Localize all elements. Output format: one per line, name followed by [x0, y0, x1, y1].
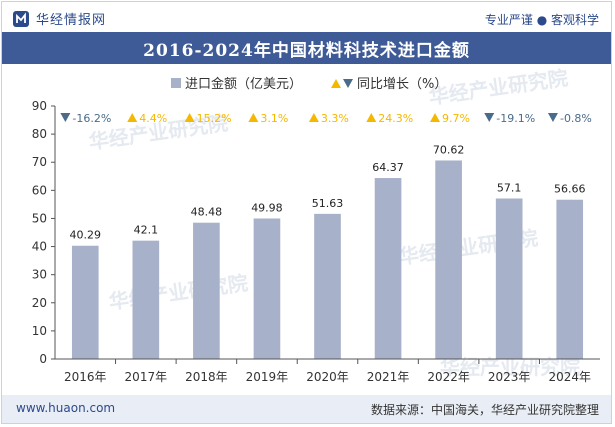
y-tick-label: 10: [32, 324, 47, 338]
x-tick-label: 2018年: [185, 370, 228, 384]
tagline: 专业严谨 ● 客观科学: [484, 13, 599, 27]
legend-up-triangle-icon: [331, 79, 341, 88]
growth-up-triangle-icon: [308, 113, 319, 122]
x-tick-label: 2023年: [488, 370, 531, 384]
y-tick-label: 40: [32, 240, 47, 254]
footer: www.huaon.com 数据来源：中国海关，华经产业研究院整理: [2, 395, 611, 423]
top-bar: 华经情报网 专业严谨 ● 客观科学: [2, 2, 611, 32]
bar[interactable]: [71, 245, 99, 359]
watermark-text-2: 华经产业研究院: [107, 271, 249, 314]
growth-down-triangle-icon: [60, 113, 71, 122]
x-tick-label: 2017年: [125, 370, 168, 384]
y-tick-label: 70: [32, 155, 47, 169]
legend: 进口金额（亿美元） 同比增长（%）: [171, 76, 447, 92]
bar-value-label: 42.1: [134, 224, 159, 237]
bar-value-label: 64.37: [372, 161, 404, 174]
footer-source: 数据来源：中国海关，华经产业研究院整理: [370, 403, 599, 417]
bar[interactable]: [556, 199, 584, 359]
growth-label: 3.1%: [260, 112, 288, 125]
brand[interactable]: 华经情报网: [12, 9, 106, 28]
growth-label: 15.2%: [197, 112, 232, 125]
x-axis: 2016年 2017年 2018年 2019年 2020年 2021年 2022年 2023年…: [55, 358, 600, 384]
legend-down-triangle-icon: [343, 79, 353, 88]
growth-label: 24.3%: [378, 112, 413, 125]
growth-up-triangle-icon: [248, 113, 259, 122]
y-tick-label: 80: [32, 127, 47, 141]
y-tick-label: 0: [39, 352, 47, 366]
growth-label: -19.1%: [496, 112, 535, 125]
bar-value-label: 48.48: [191, 206, 223, 219]
bar[interactable]: [132, 240, 160, 359]
growth-up-triangle-icon: [430, 113, 441, 122]
growth-down-triangle-icon: [547, 113, 558, 122]
growth-label: -16.2%: [72, 112, 111, 125]
bar-value-label: 51.63: [312, 197, 344, 210]
growth-row: -16.2% 4.4% 15.2% 3.1% 3.3% 24.3% 9.7% -19.1% -0…: [60, 112, 592, 125]
bar[interactable]: [193, 222, 220, 359]
bar-value-label: 56.66: [554, 183, 586, 196]
growth-up-triangle-icon: [366, 113, 377, 122]
x-tick-label: 2022年: [427, 370, 470, 384]
x-tick-label: 2021年: [367, 370, 410, 384]
bar[interactable]: [253, 218, 281, 359]
x-tick-label: 2024年: [548, 370, 591, 384]
bar-chart: 华经产业研究院 华经产业研究院 华经产业研究院 华经产业研究院 华经产业研究院 …: [32, 66, 600, 384]
bar[interactable]: [495, 198, 523, 359]
y-axis: 0 10 20 30 40 50 60 70 80 90: [32, 99, 56, 366]
growth-label: 3.3%: [321, 112, 349, 125]
y-tick-label: 30: [32, 268, 47, 282]
y-tick-label: 20: [32, 296, 47, 310]
growth-up-triangle-icon: [184, 113, 195, 122]
growth-label: -0.8%: [560, 112, 592, 125]
footer-website[interactable]: www.huaon.com: [16, 401, 116, 415]
growth-up-triangle-icon: [127, 113, 138, 122]
x-tick-label: 2016年: [64, 370, 107, 384]
growth-label: 9.7%: [442, 112, 470, 125]
bar[interactable]: [435, 160, 462, 359]
chart-title: 2016-2024年中国材料科技术进口金额: [2, 32, 611, 64]
bar[interactable]: [314, 213, 341, 359]
y-tick-label: 60: [32, 183, 47, 197]
legend-bar-swatch: [171, 78, 181, 88]
watermark-text-5: 华经产业研究院: [427, 66, 569, 109]
bar-value-label: 49.98: [251, 202, 283, 215]
growth-down-triangle-icon: [484, 113, 495, 122]
brand-name: 华经情报网: [36, 13, 107, 28]
bar[interactable]: [374, 178, 402, 359]
bars-group: 40.29 42.1 48.48 49.98 51.63 64.37 70.62 57.1 56…: [70, 143, 586, 359]
legend-growth-label: 同比增长（%）: [357, 77, 447, 92]
bar-value-label: 57.1: [497, 181, 522, 194]
growth-label: 4.4%: [139, 112, 167, 125]
brand-logo-icon: [13, 10, 29, 27]
bar-value-label: 70.62: [433, 143, 465, 156]
x-tick-label: 2020年: [306, 370, 349, 384]
legend-bar-label: 进口金额（亿美元）: [185, 76, 302, 92]
y-tick-label: 50: [32, 211, 47, 225]
x-tick-label: 2019年: [246, 370, 289, 384]
y-tick-label: 90: [32, 99, 47, 113]
bar-value-label: 40.29: [70, 229, 102, 242]
